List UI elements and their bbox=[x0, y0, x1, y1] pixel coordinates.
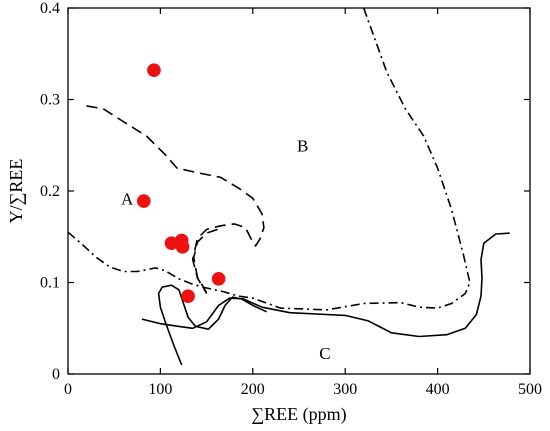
x-tick-label: 400 bbox=[426, 381, 450, 398]
y-tick-label: 0.2 bbox=[40, 183, 60, 200]
y-tick-label: 0.3 bbox=[40, 92, 60, 109]
data-point bbox=[181, 289, 195, 304]
data-point bbox=[175, 240, 190, 254]
y-tick-label: 0.1 bbox=[40, 275, 60, 292]
x-tick-label: 300 bbox=[333, 381, 357, 398]
boundary-line-solid-5 bbox=[157, 284, 268, 366]
region-labels: A B C bbox=[121, 136, 331, 363]
x-tick-label: 200 bbox=[241, 381, 265, 398]
x-tick-label: 100 bbox=[148, 381, 172, 398]
axis-ticks: 0 100 200 300 400 500 0 0.1 0.2 0.3 0.4 bbox=[40, 0, 542, 398]
data-points bbox=[136, 63, 226, 304]
region-label-a: A bbox=[121, 189, 134, 208]
data-point bbox=[136, 194, 151, 208]
region-label-c: C bbox=[319, 344, 330, 363]
boundary-line-solid-4 bbox=[141, 232, 510, 338]
boundary-line-dashdot-3 bbox=[67, 7, 471, 311]
region-boundaries bbox=[67, 7, 510, 366]
boundary-line-dashed-2 bbox=[192, 228, 218, 294]
x-tick-label: 500 bbox=[518, 381, 542, 398]
y-axis-label: Y/∑REE bbox=[6, 159, 26, 224]
data-point bbox=[211, 272, 226, 286]
data-point bbox=[147, 63, 161, 78]
boundary-line-dashed-1 bbox=[86, 105, 265, 294]
x-axis-label: ∑REE (ppm) bbox=[251, 404, 346, 425]
y-tick-label: 0 bbox=[52, 366, 60, 383]
x-tick-label: 0 bbox=[64, 381, 72, 398]
region-label-b: B bbox=[297, 136, 308, 155]
y-tick-label: 0.4 bbox=[40, 0, 60, 17]
plot-frame bbox=[67, 7, 531, 375]
